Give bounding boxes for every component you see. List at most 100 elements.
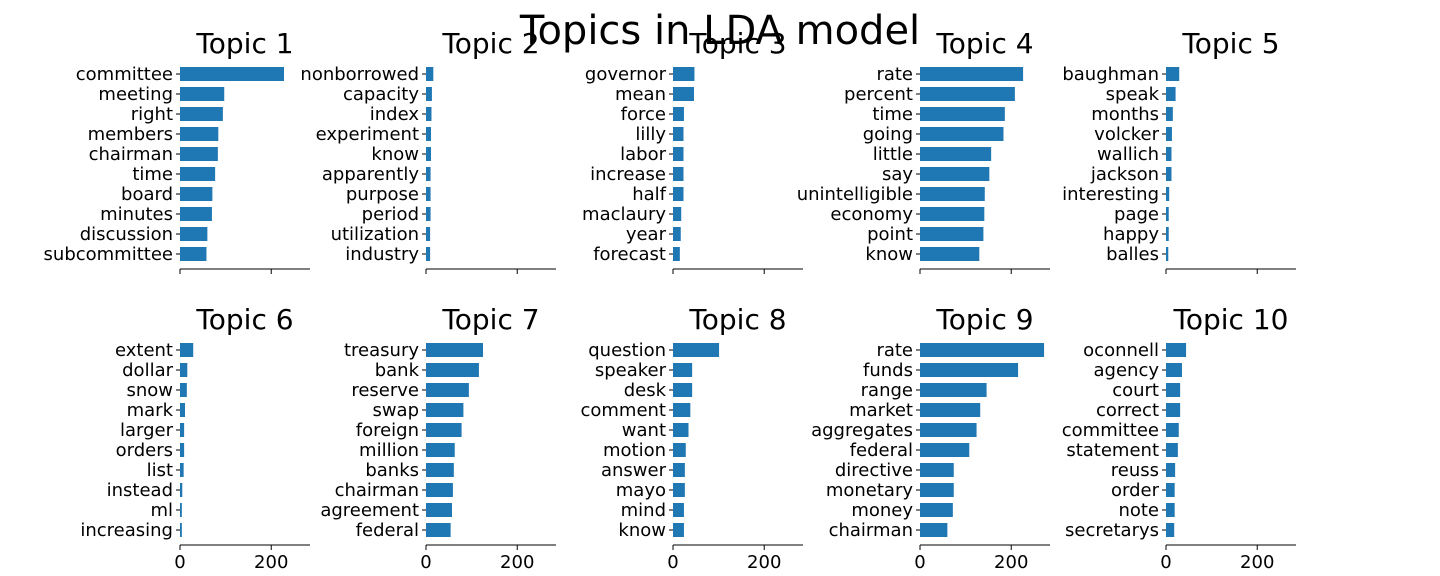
- bar-topic8-mind: [673, 503, 684, 517]
- bar-topic10-note: [1166, 503, 1175, 517]
- bar-topic7-swap: [426, 403, 464, 417]
- category-label: point: [867, 224, 913, 245]
- category-label: dollar: [122, 360, 173, 381]
- category-label: secretarys: [1065, 520, 1159, 541]
- bar-topic5-page: [1166, 207, 1169, 221]
- bar-topic9-funds: [920, 363, 1019, 377]
- category-label: federal: [356, 520, 419, 541]
- bar-topic3-maclaury: [673, 207, 682, 221]
- bar-topic3-half: [673, 187, 684, 201]
- category-label: discussion: [80, 224, 173, 245]
- topic-title-2: Topic 2: [441, 27, 539, 60]
- bar-topic9-money: [920, 503, 953, 517]
- bar-topic3-force: [673, 107, 684, 121]
- category-label: want: [622, 420, 666, 441]
- category-label: know: [618, 520, 666, 541]
- bar-topic10-secretarys: [1166, 523, 1175, 537]
- topic-panel-1: Topic 1 committeemeetingrightmemberschair…: [44, 27, 310, 274]
- category-label: utilization: [331, 224, 419, 245]
- category-label: mind: [621, 500, 666, 521]
- figure-title: Topics in LDA model: [519, 8, 920, 54]
- category-label: order: [1111, 480, 1160, 501]
- category-label: ml: [150, 500, 173, 521]
- topic-title-9: Topic 9: [935, 303, 1033, 336]
- bar-topic10-committee: [1166, 423, 1179, 437]
- bar-topic9-aggregates: [920, 423, 977, 437]
- bar-topic7-banks: [426, 463, 454, 477]
- category-label: index: [370, 104, 420, 125]
- topic-panel-8: Topic 8 questionspeakerdeskcommentwantmot…: [580, 303, 803, 573]
- category-label: snow: [126, 380, 173, 401]
- bar-topic8-question: [673, 343, 720, 357]
- bar-topic1-committee: [180, 67, 284, 81]
- category-label: chairman: [89, 144, 173, 165]
- category-label: range: [861, 380, 913, 401]
- category-label: banks: [365, 460, 419, 481]
- category-label: directive: [835, 460, 913, 481]
- bar-topic10-oconnell: [1166, 343, 1187, 357]
- bar-topic5-interesting: [1166, 187, 1170, 201]
- category-label: rate: [876, 64, 913, 85]
- bar-topic3-governor: [673, 67, 695, 81]
- category-label: right: [131, 104, 173, 125]
- bar-topic5-baughman: [1166, 67, 1180, 81]
- topic-panel-6: Topic 6 extentdollarsnowmarklargerordersl…: [80, 303, 310, 573]
- category-label: answer: [601, 460, 667, 481]
- x-tick-label: 0: [914, 552, 925, 573]
- bar-topic8-comment: [673, 403, 691, 417]
- bar-topic1-minutes: [180, 207, 212, 221]
- bar-topic5-wallich: [1166, 147, 1172, 161]
- category-label: capacity: [343, 84, 419, 105]
- bar-topic10-agency: [1166, 363, 1182, 377]
- bar-topic2-utilization: [426, 227, 431, 241]
- category-label: question: [588, 340, 666, 361]
- category-label: treasury: [344, 340, 419, 361]
- bar-topic8-want: [673, 423, 689, 437]
- topic-title-5: Topic 5: [1181, 27, 1279, 60]
- bar-topic8-mayo: [673, 483, 685, 497]
- category-label: industry: [345, 244, 419, 265]
- category-label: rate: [876, 340, 913, 361]
- bar-topic1-right: [180, 107, 223, 121]
- category-label: mayo: [616, 480, 666, 501]
- bar-topic4-time: [920, 107, 1005, 121]
- category-label: time: [132, 164, 173, 185]
- bar-topic10-statement: [1166, 443, 1178, 457]
- category-label: list: [147, 460, 173, 481]
- category-label: statement: [1066, 440, 1159, 461]
- bar-topic2-capacity: [426, 87, 432, 101]
- bar-topic2-nonborrowed: [426, 67, 434, 81]
- category-label: experiment: [316, 124, 419, 145]
- x-tick-label: 200: [1240, 552, 1274, 573]
- x-tick-label: 200: [994, 552, 1028, 573]
- bar-topic1-meeting: [180, 87, 225, 101]
- bar-topic9-market: [920, 403, 981, 417]
- topic-title-8: Topic 8: [688, 303, 786, 336]
- category-label: period: [362, 204, 419, 225]
- category-label: extent: [115, 340, 173, 361]
- category-label: little: [873, 144, 913, 165]
- bar-topic10-correct: [1166, 403, 1181, 417]
- bar-topic2-apparently: [426, 167, 431, 181]
- category-label: increasing: [80, 520, 173, 541]
- category-label: larger: [120, 420, 174, 441]
- bar-topic3-increase: [673, 167, 684, 181]
- category-label: months: [1091, 104, 1159, 125]
- category-label: meeting: [98, 84, 173, 105]
- bar-topic8-answer: [673, 463, 685, 477]
- category-label: speaker: [595, 360, 667, 381]
- topic-panel-5: Topic 5 baughmanspeakmonthsvolckerwallich…: [1062, 27, 1296, 274]
- bar-topic9-federal: [920, 443, 970, 457]
- bar-topic4-say: [920, 167, 990, 181]
- bar-topic5-happy: [1166, 227, 1169, 241]
- bar-topic6-instead: [180, 483, 183, 497]
- bar-topic4-point: [920, 227, 984, 241]
- bar-topic5-speak: [1166, 87, 1176, 101]
- bar-topic7-million: [426, 443, 455, 457]
- bar-topic7-foreign: [426, 423, 462, 437]
- bar-topic7-treasury: [426, 343, 484, 357]
- bar-topic4-know: [920, 247, 980, 261]
- bar-topic6-mark: [180, 403, 186, 417]
- category-label: purpose: [346, 184, 419, 205]
